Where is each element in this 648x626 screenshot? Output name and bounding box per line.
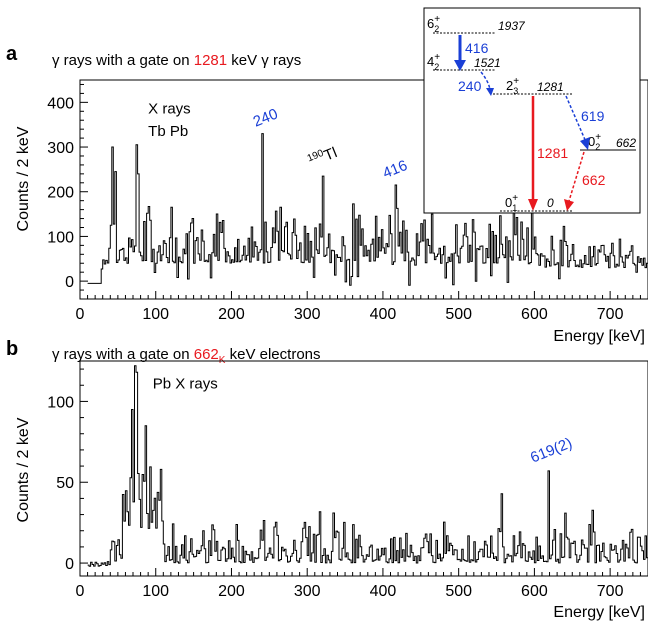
level-0b-energy: 662 bbox=[616, 136, 636, 150]
y-tick-label: 0 bbox=[65, 274, 74, 291]
y-tick-label: 50 bbox=[56, 475, 74, 492]
tl190-element: Tl bbox=[322, 144, 340, 164]
transition-240-arrow bbox=[480, 71, 491, 91]
peak-240-label: 240 bbox=[251, 105, 281, 130]
x-tick-label: 300 bbox=[294, 583, 321, 600]
panel-a-xlabel: Energy [keV] bbox=[553, 328, 645, 345]
pb-xrays-label: Pb X rays bbox=[153, 375, 218, 392]
tb-pb-label: Tb Pb bbox=[148, 123, 188, 140]
panel-b-x-ticks: 0 100 200 300 400 500 600 700 bbox=[76, 568, 648, 600]
transition-662-label: 662 bbox=[582, 172, 606, 188]
x-tick-label: 700 bbox=[597, 583, 624, 600]
transition-1281-head bbox=[528, 199, 538, 211]
y-tick-label: 300 bbox=[47, 140, 74, 157]
y-tick-label: 200 bbox=[47, 185, 74, 202]
level-0a-energy: 0 bbox=[547, 196, 554, 210]
panel-a-histogram bbox=[87, 133, 648, 286]
transition-619-head bbox=[580, 137, 590, 150]
x-tick-label: 0 bbox=[76, 583, 85, 600]
x-tick-label: 200 bbox=[218, 583, 245, 600]
level-6-spin: 62+ bbox=[427, 14, 440, 34]
panel-a-y-ticks: 0 100 200 300 400 bbox=[47, 83, 88, 300]
x-tick-label: 500 bbox=[445, 306, 472, 323]
level-2-energy: 1281 bbox=[537, 80, 564, 94]
panel-a: a γ rays with a gate on 1281 keV γ rays … bbox=[6, 7, 648, 345]
x-tick-label: 600 bbox=[521, 583, 548, 600]
level-4-spin: 42+ bbox=[427, 52, 440, 72]
panel-b-letter: b bbox=[6, 338, 18, 360]
transition-662-head bbox=[564, 199, 574, 211]
panel-a-title-part2: keV γ rays bbox=[227, 52, 301, 69]
y-tick-label: 100 bbox=[47, 394, 74, 411]
panel-a-frame bbox=[79, 79, 648, 300]
transition-240-head bbox=[486, 88, 494, 96]
x-tick-label: 100 bbox=[142, 306, 169, 323]
y-tick-label: 0 bbox=[65, 556, 74, 573]
panel-b-y-ticks: 0 50 100 bbox=[47, 368, 88, 573]
level-scheme-inset: 62+ 1937 42+ 1521 23+ 1281 02+ 662 01+ 0… bbox=[423, 7, 641, 214]
x-tick-label: 200 bbox=[218, 306, 245, 323]
panel-a-title: γ rays with a gate on 1281 keV γ rays bbox=[52, 52, 301, 69]
x-tick-label: 400 bbox=[370, 306, 397, 323]
panel-b-xlabel: Energy [keV] bbox=[553, 604, 645, 621]
xrays-label: X rays bbox=[148, 101, 191, 118]
level-2-spin: 23+ bbox=[506, 76, 519, 96]
x-tick-label: 300 bbox=[294, 306, 321, 323]
level-0b-spin: 02+ bbox=[588, 132, 601, 152]
transition-619-arrow bbox=[565, 95, 587, 143]
panel-b-title-gate: 662 bbox=[194, 346, 219, 363]
level-4-energy: 1521 bbox=[474, 56, 501, 70]
panel-b-title-part2: keV electrons bbox=[225, 346, 320, 363]
transition-619-label: 619 bbox=[581, 108, 605, 124]
panel-b-title: γ rays with a gate on 662K keV electrons bbox=[52, 346, 321, 366]
panel-b-title-part1: γ rays with a gate on bbox=[52, 346, 194, 363]
panel-a-x-ticks: 0 100 200 300 400 500 600 700 bbox=[76, 291, 648, 323]
y-tick-label: 100 bbox=[47, 229, 74, 246]
y-tick-label: 400 bbox=[47, 95, 74, 112]
x-tick-label: 0 bbox=[76, 306, 85, 323]
peak-416-label: 416 bbox=[380, 157, 410, 182]
transition-416-label: 416 bbox=[465, 40, 489, 56]
panel-b: b γ rays with a gate on 662K keV electro… bbox=[6, 338, 648, 621]
peak-619-label: 619(2) bbox=[528, 435, 575, 467]
panel-b-histogram bbox=[87, 365, 648, 567]
transition-662-arrow bbox=[568, 151, 585, 202]
x-tick-label: 500 bbox=[445, 583, 472, 600]
transition-1281-label: 1281 bbox=[537, 145, 568, 161]
x-tick-label: 600 bbox=[521, 306, 548, 323]
transition-240-label: 240 bbox=[458, 78, 482, 94]
x-tick-label: 400 bbox=[370, 583, 397, 600]
tl190-label: 190Tl bbox=[306, 143, 340, 171]
level-6-energy: 1937 bbox=[498, 19, 526, 33]
x-tick-label: 100 bbox=[142, 583, 169, 600]
level-0a-spin: 01+ bbox=[505, 193, 518, 213]
panel-b-frame bbox=[79, 360, 648, 577]
panel-a-ylabel: Counts / 2 keV bbox=[15, 126, 32, 231]
panel-a-title-part1: γ rays with a gate on bbox=[52, 52, 194, 69]
panel-a-letter: a bbox=[6, 43, 18, 65]
transition-416-head bbox=[454, 60, 466, 71]
x-tick-label: 700 bbox=[597, 306, 624, 323]
panel-a-title-gate: 1281 bbox=[194, 52, 227, 69]
panel-b-ylabel: Counts / 2 keV bbox=[15, 417, 32, 522]
